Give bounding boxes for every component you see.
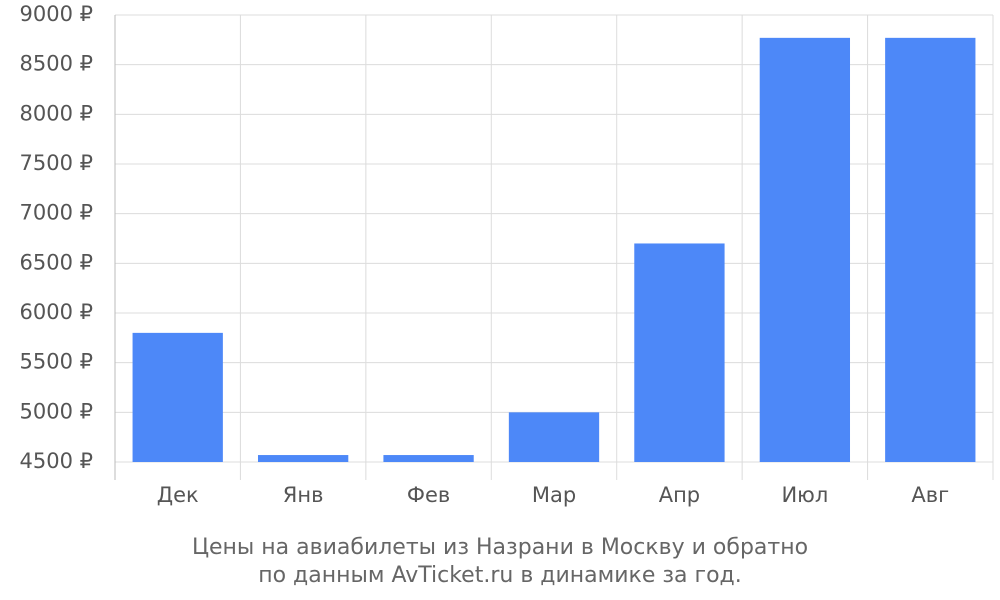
chart-subtitle: по данным AvTicket.ru в динамике за год. (258, 563, 742, 588)
y-tick-label: 5500 ₽ (20, 350, 93, 374)
x-tick-label: Мар (532, 483, 576, 507)
y-tick-label: 8500 ₽ (20, 52, 93, 76)
y-tick-label: 6000 ₽ (20, 300, 93, 324)
x-tick-label: Дек (157, 483, 199, 507)
bar (759, 37, 851, 462)
x-tick-label: Авг (911, 483, 949, 507)
bar (885, 37, 976, 462)
x-tick-label: Июл (781, 483, 828, 507)
y-tick-label: 4500 ₽ (20, 449, 93, 473)
chart-title: Цены на авиабилеты из Назрани в Москву и… (192, 535, 808, 560)
x-tick-label: Янв (283, 483, 324, 507)
y-tick-label: 6500 ₽ (20, 250, 93, 274)
y-tick-label: 5000 ₽ (20, 399, 93, 423)
x-tick-label: Фев (407, 483, 450, 507)
bar (508, 412, 600, 462)
bar (132, 332, 223, 462)
x-tick-label: Апр (659, 483, 700, 507)
y-tick-label: 8000 ₽ (20, 101, 93, 125)
y-tick-label: 7000 ₽ (20, 201, 93, 225)
bar (257, 455, 349, 462)
bar (383, 455, 474, 462)
y-tick-label: 9000 ₽ (20, 2, 93, 26)
y-tick-label: 7500 ₽ (20, 151, 93, 175)
bar (634, 243, 725, 462)
